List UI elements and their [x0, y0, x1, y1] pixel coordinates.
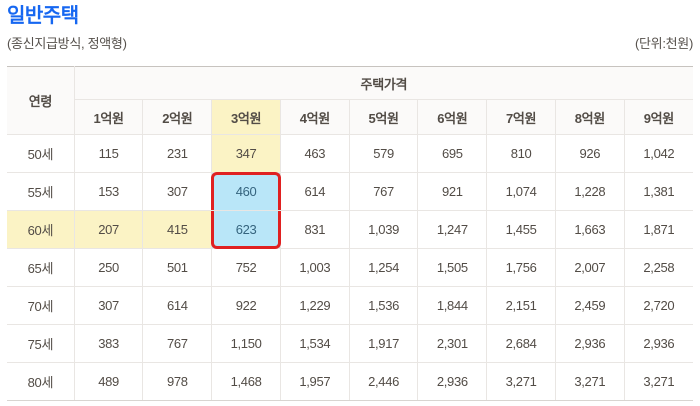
value-cell: 153: [73, 172, 144, 211]
value-cell: 489: [73, 362, 144, 401]
table-meta-row: (종신지급방식, 정액형) (단위:천원): [7, 36, 693, 52]
value-cell: 250: [73, 248, 144, 287]
price-column-header: 8억원: [554, 99, 625, 135]
value-cell: 614: [142, 286, 213, 325]
value-cell: 2,151: [486, 286, 556, 325]
table-row: 70세 307 614 922 1,229 1,536 1,844 2,151 2,459 2,7…: [6, 286, 694, 325]
value-cell: 2,258: [623, 248, 694, 287]
value-cell: 115: [73, 134, 144, 173]
value-cell: 1,074: [486, 172, 556, 211]
value-cell: 2,459: [554, 286, 625, 325]
value-cell: 2,684: [486, 324, 556, 363]
value-cell: 1,150: [211, 324, 281, 363]
value-cell: 921: [417, 172, 488, 211]
value-cell: 1,228: [554, 172, 625, 211]
group-header-row: 연령 주택가격: [6, 66, 694, 135]
table-body: 50세 115 231 347 463 579 695 810 926 1,042 55세 153 30…: [6, 134, 694, 401]
price-column-header: 7억원: [486, 99, 556, 135]
age-row-header: 70세: [6, 286, 75, 325]
value-cell: 1,663: [554, 210, 625, 249]
value-cell: 978: [142, 362, 213, 401]
value-cell: 1,039: [348, 210, 419, 249]
value-cell: 922: [211, 286, 281, 325]
value-cell: 2,936: [554, 324, 625, 363]
value-cell: 460: [211, 172, 282, 211]
value-cell: 207: [73, 210, 144, 249]
age-row-header: 65세: [6, 248, 75, 287]
table-head: 연령 주택가격 1억원 2억원 3억원 4억원 5억원 6억원 7억원 8억원 9억원: [6, 66, 694, 135]
value-cell: 752: [211, 248, 281, 287]
value-cell: 347: [211, 134, 281, 173]
price-column-header: 3억원: [211, 99, 281, 135]
value-cell: 1,003: [279, 248, 350, 287]
value-cell: 1,247: [417, 210, 488, 249]
value-cell: 2,007: [554, 248, 625, 287]
value-cell: 2,301: [417, 324, 488, 363]
value-cell: 3,271: [554, 362, 625, 401]
value-cell: 614: [279, 172, 350, 211]
price-column-header: 9억원: [623, 99, 694, 135]
price-column-header: 2억원: [142, 99, 213, 135]
payment-type-label: (종신지급방식, 정액형): [7, 36, 127, 51]
pension-rate-table: 연령 주택가격 1억원 2억원 3억원 4억원 5억원 6억원 7억원 8억원 9억원 50세 1…: [6, 66, 694, 401]
value-cell: 1,534: [279, 324, 350, 363]
table-row: 50세 115 231 347 463 579 695 810 926 1,042: [6, 134, 694, 173]
table-row: 75세 383 767 1,150 1,534 1,917 2,301 2,684 2,936 2…: [6, 324, 694, 363]
price-group-header: 주택가격: [73, 66, 694, 100]
value-cell: 623: [211, 210, 282, 250]
value-cell: 415: [142, 210, 213, 249]
value-cell: 3,271: [486, 362, 556, 401]
value-cell: 2,936: [417, 362, 488, 401]
table-row: 80세 489 978 1,468 1,957 2,446 2,936 3,271 3,271 3…: [6, 362, 694, 401]
value-cell: 579: [348, 134, 419, 173]
table-row: 55세 153 307 460 614 767 921 1,074 1,228 1,381: [6, 172, 694, 211]
age-row-header: 50세: [6, 134, 75, 173]
price-column-header: 6억원: [417, 99, 488, 135]
value-cell: 501: [142, 248, 213, 287]
value-cell: 383: [73, 324, 144, 363]
age-row-header: 55세: [6, 172, 75, 211]
age-row-header: 60세: [6, 210, 75, 249]
unit-label: (단위:천원): [634, 36, 693, 51]
value-cell: 1,917: [348, 324, 419, 363]
value-cell: 695: [417, 134, 488, 173]
value-cell: 3,271: [623, 362, 694, 401]
value-cell: 1,254: [348, 248, 419, 287]
value-cell: 767: [348, 172, 419, 211]
value-cell: 831: [279, 210, 350, 249]
value-cell: 2,936: [623, 324, 694, 363]
age-row-header: 75세: [6, 324, 75, 363]
value-cell: 1,871: [623, 210, 694, 249]
price-column-header: 5억원: [348, 99, 419, 135]
price-header-row: 1억원 2억원 3억원 4억원 5억원 6억원 7억원 8억원 9억원: [7, 99, 694, 135]
value-cell: 231: [142, 134, 213, 173]
value-cell: 1,844: [417, 286, 488, 325]
value-cell: 926: [554, 134, 625, 173]
value-cell: 1,957: [279, 362, 350, 401]
table-row: 60세 207 415 623 831 1,039 1,247 1,455 1,663 1,871: [6, 210, 694, 250]
value-cell: 1,505: [417, 248, 488, 287]
value-cell: 1,381: [623, 172, 694, 211]
value-cell: 307: [142, 172, 213, 211]
value-cell: 767: [142, 324, 213, 363]
value-cell: 1,756: [486, 248, 556, 287]
age-row-header: 80세: [6, 362, 75, 401]
value-cell: 2,446: [348, 362, 419, 401]
value-cell: 1,042: [623, 134, 694, 173]
table-row: 65세 250 501 752 1,003 1,254 1,505 1,756 2,007 2,2…: [6, 248, 694, 287]
age-column-header: 연령: [6, 66, 75, 135]
value-cell: 307: [73, 286, 144, 325]
price-column-header: 1억원: [73, 99, 144, 135]
page-title: 일반주택: [7, 5, 79, 27]
value-cell: 1,229: [279, 286, 350, 325]
value-cell: 1,536: [348, 286, 419, 325]
value-cell: 2,720: [623, 286, 694, 325]
value-cell: 1,468: [211, 362, 281, 401]
value-cell: 1,455: [486, 210, 556, 249]
price-column-header: 4억원: [279, 99, 350, 135]
value-cell: 810: [486, 134, 556, 173]
value-cell: 463: [279, 134, 350, 173]
